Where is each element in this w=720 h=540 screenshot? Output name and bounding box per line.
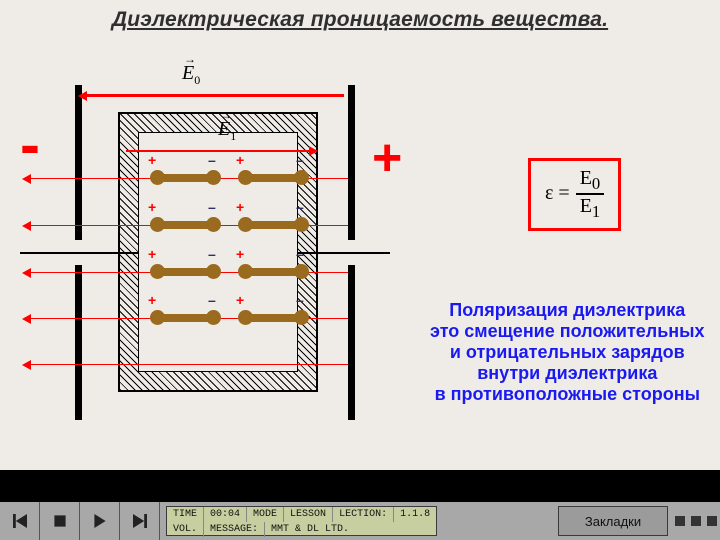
explanation-line: в противоположные стороны [430, 384, 705, 405]
dipole-end [206, 310, 221, 325]
prev-icon [13, 514, 27, 528]
dipole: +– [150, 264, 222, 280]
lcd-mode-label: MODE [247, 507, 284, 522]
dipole-sign-minus: – [296, 292, 304, 308]
play-icon [93, 514, 107, 528]
dipole-sign-plus: + [148, 246, 156, 262]
lcd-time-value: 00:04 [204, 507, 247, 522]
fraction: E0E1 [576, 167, 605, 222]
dipole-end [294, 217, 309, 232]
dipole-end [238, 310, 253, 325]
dielectric-inner [138, 132, 298, 372]
dipole: +– [238, 310, 310, 326]
window-close-icon[interactable] [707, 516, 717, 526]
lcd-row: VOL.MESSAGE:MMT & DL LTD. [167, 522, 436, 537]
dipole-sign-plus: + [148, 152, 156, 168]
player-bar: TIME00:04MODELESSONLECTION:1.1.8VOL.MESS… [0, 470, 720, 540]
dipole-sign-minus: – [208, 292, 216, 308]
e1-label: →E1 [218, 118, 236, 144]
e0-label: →E0 [182, 62, 200, 88]
stop-icon [53, 514, 67, 528]
next-icon [133, 514, 147, 528]
lcd-message-label: MESSAGE: [204, 522, 265, 537]
equals-symbol: = [558, 182, 569, 204]
lcd-row: TIME00:04MODELESSONLECTION:1.1.8 [167, 507, 436, 522]
dipole-end [206, 217, 221, 232]
lcd-lection-label: LECTION: [333, 507, 394, 522]
dipole-sign-plus: + [236, 246, 244, 262]
plate-sign-minus: - [20, 110, 40, 179]
formula-box: ε = E0E1 [528, 158, 621, 231]
dipole-end [294, 310, 309, 325]
lcd-vol-label: VOL. [167, 522, 204, 537]
window-min-icon[interactable] [675, 516, 685, 526]
dipole-end [150, 264, 165, 279]
player-panel: TIME00:04MODELESSONLECTION:1.1.8VOL.MESS… [0, 502, 720, 540]
page-title: Диэлектрическая проницаемость вещества. [0, 8, 720, 32]
player-window-controls [672, 502, 720, 540]
dipole: +– [150, 217, 222, 233]
explanation-line: это смещение положительных [430, 321, 705, 342]
dipole-end [150, 310, 165, 325]
window-max-icon[interactable] [691, 516, 701, 526]
capacitor-plate [75, 265, 82, 420]
dipole-sign-plus: + [148, 292, 156, 308]
dipole-end [238, 264, 253, 279]
dipole-sign-plus: + [148, 199, 156, 215]
capacitor-plate [75, 85, 82, 240]
dipole-sign-minus: – [296, 246, 304, 262]
capacitor-plate [348, 265, 355, 420]
player-prev-button[interactable] [0, 502, 40, 540]
e0-arrow [86, 94, 344, 97]
field-line [30, 364, 348, 365]
dipole-end [294, 170, 309, 185]
dipole-end [294, 264, 309, 279]
player-play-button[interactable] [80, 502, 120, 540]
explanation-line: и отрицательных зарядов [430, 342, 705, 363]
player-lcd: TIME00:04MODELESSONLECTION:1.1.8VOL.MESS… [166, 506, 437, 536]
dipole: +– [150, 310, 222, 326]
lcd-time-label: TIME [167, 507, 204, 522]
dipole-end [206, 170, 221, 185]
dipole: +– [238, 170, 310, 186]
capacitor-plate [348, 85, 355, 240]
dipole-sign-minus: – [208, 152, 216, 168]
dipole-sign-plus: + [236, 152, 244, 168]
dipole-end [150, 217, 165, 232]
lcd-lesson-label: LESSON [284, 507, 333, 522]
dipole-end [150, 170, 165, 185]
explanation-line: Поляризация диэлектрика [430, 300, 705, 321]
dipole-sign-minus: – [208, 199, 216, 215]
lcd-message-value: MMT & DL LTD. [265, 522, 355, 537]
dipole: +– [238, 217, 310, 233]
player-blackstrip [0, 470, 720, 502]
dipole-sign-plus: + [236, 199, 244, 215]
dipole-end [238, 217, 253, 232]
bookmarks-button[interactable]: Закладки [558, 506, 668, 536]
dipole-sign-minus: – [208, 246, 216, 262]
lcd-lection-value: 1.1.8 [394, 507, 436, 522]
epsilon-symbol: ε [545, 182, 553, 204]
explanation-text: Поляризация диэлектрикаэто смещение поло… [430, 300, 705, 405]
player-next-button[interactable] [120, 502, 160, 540]
dipole: +– [150, 170, 222, 186]
dipole-sign-minus: – [296, 199, 304, 215]
explanation-line: внутри диэлектрика [430, 363, 705, 384]
plate-sign-plus: + [372, 128, 402, 188]
dipole-end [206, 264, 221, 279]
player-stop-button[interactable] [40, 502, 80, 540]
player-spacer [443, 502, 554, 540]
dipole-sign-minus: – [296, 152, 304, 168]
dipole-sign-plus: + [236, 292, 244, 308]
dipole-end [238, 170, 253, 185]
dipole: +– [238, 264, 310, 280]
